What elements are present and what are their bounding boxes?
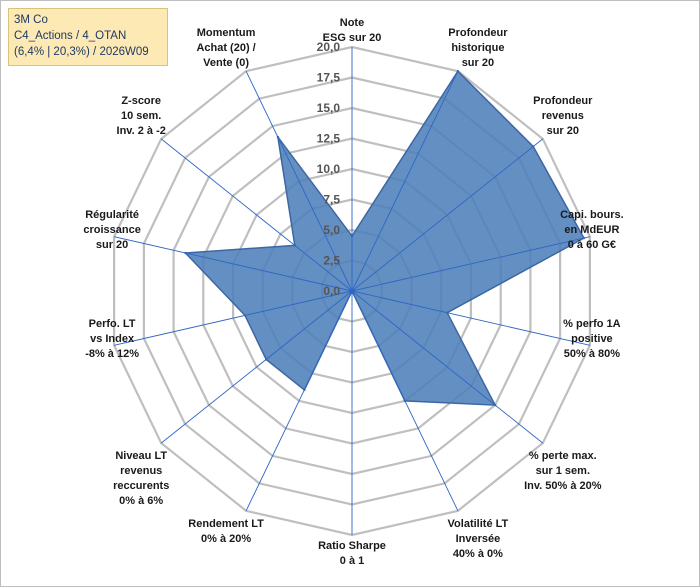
axis-label-7: Ratio Sharpe 0 à 1: [318, 540, 386, 567]
axis-label-2: Profondeur revenus sur 20: [533, 95, 593, 137]
axis-label-12-line-0: Z-score: [121, 95, 161, 107]
axis-label-5-line-1: sur 1 sem.: [536, 465, 590, 477]
axis-label-0-line-0: Note: [340, 17, 364, 29]
axis-label-1-line-0: Profondeur: [448, 27, 508, 39]
axis-label-2-line-1: revenus: [542, 110, 584, 122]
axis-label-3-line-2: 0 à 60 G€: [568, 239, 616, 251]
spoke-3: [351, 236, 591, 292]
spoke-8: [245, 290, 353, 511]
tick-label-0: 0,0: [323, 284, 340, 298]
axis-label-4-line-2: 50% à 80%: [564, 348, 620, 360]
spoke-12: [160, 138, 353, 292]
tick-label-1: 2,5: [323, 254, 340, 268]
spoke-6: [351, 290, 459, 511]
axis-label-8-line-1: 0% à 20%: [201, 533, 251, 545]
axis-label-6: Volatilité LT Inversée 40% à 0%: [448, 518, 509, 560]
info-category: C4_Actions / 4_OTAN: [14, 30, 127, 42]
axis-label-1: Profondeur historique sur 20: [448, 27, 508, 69]
axis-label-11-line-0: Régularité: [85, 209, 139, 221]
spoke-4: [351, 290, 591, 346]
axis-label-10: Perfo. LT vs Index -8% à 12%: [85, 318, 139, 360]
axis-label-13: Momentum Achat (20) / Vente (0): [196, 27, 255, 69]
axis-label-3: Capi. bours. en MdEUR 0 à 60 G€: [560, 209, 624, 251]
spoke-1: [351, 71, 459, 292]
axis-label-0-line-1: ESG sur 20: [323, 32, 382, 44]
axis-label-3-line-1: en MdEUR: [564, 224, 619, 236]
axis-label-9-line-0: Niveau LT: [115, 450, 167, 462]
axis-label-5-line-0: % perte max.: [529, 450, 597, 462]
axis-label-2-line-0: Profondeur: [533, 95, 593, 107]
axis-label-8: Rendement LT 0% à 20%: [188, 518, 264, 545]
tick-label-8: 20,0: [317, 40, 341, 54]
axis-label-9-line-3: 0% à 6%: [119, 495, 163, 507]
tick-label-3: 7,5: [323, 193, 340, 207]
spoke-11: [113, 236, 353, 292]
tick-label-5: 12,5: [317, 132, 341, 146]
axis-label-12-line-1: 10 sem.: [121, 110, 161, 122]
spoke-9: [160, 290, 353, 444]
axis-label-1-line-2: sur 20: [462, 57, 494, 69]
axis-label-10-line-0: Perfo. LT: [89, 318, 136, 330]
axis-label-10-line-1: vs Index: [90, 333, 135, 345]
axis-label-4-line-1: positive: [571, 333, 613, 345]
tick-label-6: 15,0: [317, 101, 341, 115]
spoke-2: [351, 138, 544, 292]
axis-label-6-line-0: Volatilité LT: [448, 518, 509, 530]
axis-label-4-line-0: % perfo 1A: [563, 318, 621, 330]
axis-label-9-line-1: revenus: [120, 465, 162, 477]
axis-label-7-line-1: 0 à 1: [340, 555, 364, 567]
axis-label-13-line-2: Vente (0): [203, 57, 249, 69]
info-box: 3M Co C4_Actions / 4_OTAN (6,4% | 20,3%)…: [8, 8, 168, 66]
spoke-13: [245, 71, 353, 292]
axis-label-7-line-0: Ratio Sharpe: [318, 540, 386, 552]
axis-label-9-line-2: reccurents: [113, 480, 169, 492]
axis-label-13-line-0: Momentum: [197, 27, 256, 39]
axis-label-11-line-1: croissance: [83, 224, 140, 236]
info-stats: (6,4% | 20,3%) / 2026W09: [14, 46, 149, 58]
axis-label-8-line-0: Rendement LT: [188, 518, 264, 530]
radar-spokes: [113, 47, 591, 535]
axis-label-10-line-2: -8% à 12%: [85, 348, 139, 360]
axis-label-5-line-2: Inv. 50% à 20%: [524, 480, 602, 492]
axis-label-4: % perfo 1A positive 50% à 80%: [563, 318, 621, 360]
axis-label-12-line-2: Inv. 2 à -2: [117, 125, 166, 137]
axis-label-13-line-1: Achat (20) /: [196, 42, 255, 54]
axis-label-6-line-1: Inversée: [456, 533, 501, 545]
tick-label-2: 5,0: [323, 223, 340, 237]
axis-label-9: Niveau LT revenus reccurents 0% à 6%: [113, 450, 169, 507]
info-title: 3M Co: [14, 14, 48, 26]
spoke-10: [113, 290, 353, 346]
axis-label-2-line-2: sur 20: [547, 125, 579, 137]
axis-label-5: % perte max. sur 1 sem. Inv. 50% à 20%: [524, 450, 602, 492]
axis-label-11: Régularité croissance sur 20: [83, 209, 140, 251]
axis-label-1-line-1: historique: [451, 42, 504, 54]
spoke-5: [351, 290, 544, 444]
tick-label-7: 17,5: [317, 71, 341, 85]
tick-label-4: 10,0: [317, 162, 341, 176]
axis-label-3-line-0: Capi. bours.: [560, 209, 624, 221]
axis-label-11-line-2: sur 20: [96, 239, 128, 251]
axis-label-6-line-2: 40% à 0%: [453, 548, 503, 560]
axis-label-0: Note ESG sur 20: [323, 17, 382, 44]
axis-label-12: Z-score 10 sem. Inv. 2 à -2: [117, 95, 166, 137]
